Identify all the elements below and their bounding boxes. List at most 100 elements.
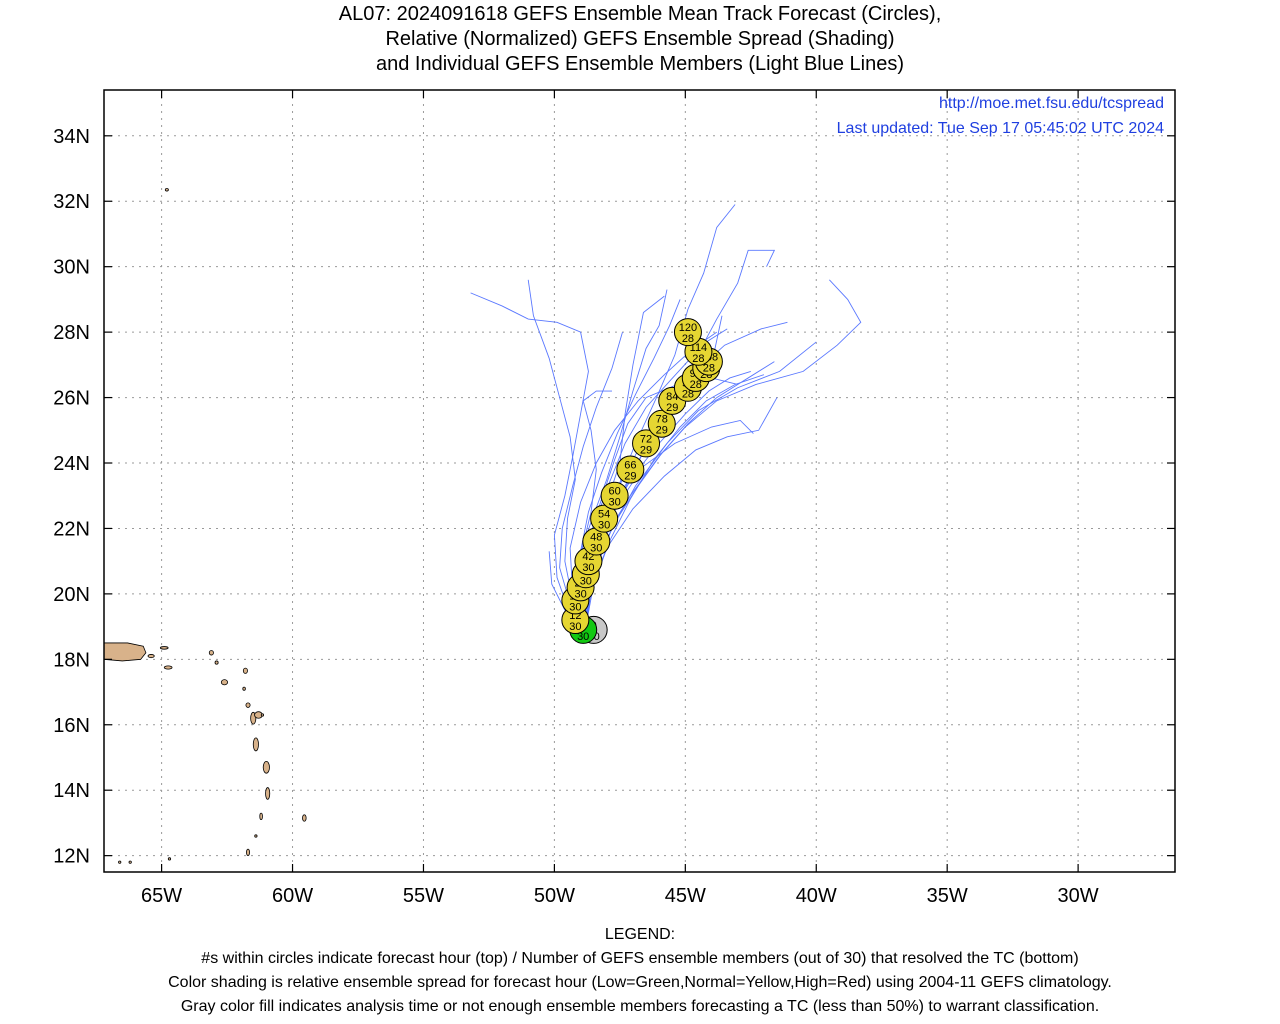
member-count-label: 30 [598,520,610,532]
island [159,646,169,650]
mean-track-circles: 0306301230183024303630423048305430603066… [561,318,723,644]
track-circle [632,429,661,458]
island [208,650,214,656]
member-count-label: 30 [577,631,589,643]
legend-line-2: Color shading is relative ensemble sprea… [168,974,1112,991]
island-puerto-rico [103,642,147,662]
member-count-label: 29 [640,444,652,456]
forecast-hour-label: 60 [608,486,620,498]
island [242,667,248,674]
forecast-hour-label: 120 [679,322,697,334]
island [246,848,250,857]
member-count-label: 28 [692,353,704,365]
member-count-label: 28 [682,333,694,345]
island [163,665,173,670]
island [262,761,270,774]
member-count-label: 29 [666,402,678,414]
track-circle [673,318,702,347]
island [242,686,246,691]
member-count-label: 30 [580,575,592,587]
y-tick-label: 30N [53,257,90,279]
x-tick-label: 45W [665,885,706,907]
member-count-label: 28 [690,379,702,391]
member-count-label: 30 [569,621,581,633]
last-updated-text: Last updated: Tue Sep 17 05:45:02 UTC 20… [837,120,1164,137]
axis-ticks: 65W 60W 55W 50W 45W 40W 35W 30W 34N 32N 30N 28N 26N 2… [53,90,1175,907]
island [260,713,265,717]
track-circle [590,504,619,533]
y-tick-label: 32N [53,191,90,213]
member-count-label: 29 [624,471,636,483]
island [214,660,219,665]
island [128,860,132,864]
island [167,857,172,861]
source-url-link[interactable]: http://moe.met.fsu.edu/tcspread [939,95,1164,112]
island [118,860,122,864]
y-tick-label: 12N [53,846,90,868]
y-tick-label: 34N [53,126,90,148]
island [252,737,259,752]
forecast-hour-label: 66 [624,460,636,472]
y-tick-label: 22N [53,518,90,540]
forecast-hour-label: 78 [656,414,668,426]
island [259,812,263,821]
x-tick-label: 55W [403,885,444,907]
forecast-hour-label: 54 [598,509,610,521]
member-count-label: 30 [590,543,602,555]
member-count-label: 29 [656,425,668,437]
island [164,188,169,192]
x-tick-label: 60W [272,885,313,907]
chart-title-line-2: Relative (Normalized) GEFS Ensemble Spre… [385,28,895,50]
forecast-hour-label: 72 [640,433,652,445]
forecast-hour-label: 48 [590,532,602,544]
island [147,654,155,659]
legend-line-3: Gray color fill indicates analysis time … [180,998,1100,1015]
island [220,679,228,686]
track-circle [616,455,645,484]
island [254,834,258,838]
track-circle [647,409,676,438]
ensemble-member-track [569,331,718,627]
x-tick-label: 35W [927,885,968,907]
y-tick-label: 24N [53,453,90,475]
legend-header: LEGEND: [604,926,676,943]
forecast-hour-label: 114 [690,342,708,354]
member-count-label: 30 [582,562,594,574]
member-count-label: 28 [682,389,694,401]
y-tick-label: 20N [53,584,90,606]
legend-line-1: #s within circles indicate forecast hour… [201,950,1079,967]
plot-frame [103,89,1176,873]
member-count-label: 28 [703,363,715,375]
member-count-label: 30 [574,588,586,600]
track-circle [600,481,629,510]
y-tick-label: 14N [53,780,90,802]
island [265,787,271,800]
x-tick-label: 65W [141,885,182,907]
x-tick-label: 30W [1058,885,1099,907]
forecast-hour-label: 84 [666,391,678,403]
land-masses [103,188,307,864]
y-tick-label: 16N [53,715,90,737]
chart-title-line-3: and Individual GEFS Ensemble Members (Li… [375,53,905,75]
y-tick-label: 18N [53,649,90,671]
member-count-label: 30 [608,497,620,509]
x-tick-label: 40W [796,885,837,907]
member-count-label: 30 [569,601,581,613]
chart-title-line-1: AL07: 2024091618 GEFS Ensemble Mean Trac… [338,3,942,25]
y-tick-label: 26N [53,388,90,410]
island [245,702,251,708]
y-tick-label: 28N [53,322,90,344]
x-tick-label: 50W [534,885,575,907]
ensemble-member-track [470,292,589,627]
grid-lines [104,90,1175,872]
ensemble-member-track [585,249,776,627]
